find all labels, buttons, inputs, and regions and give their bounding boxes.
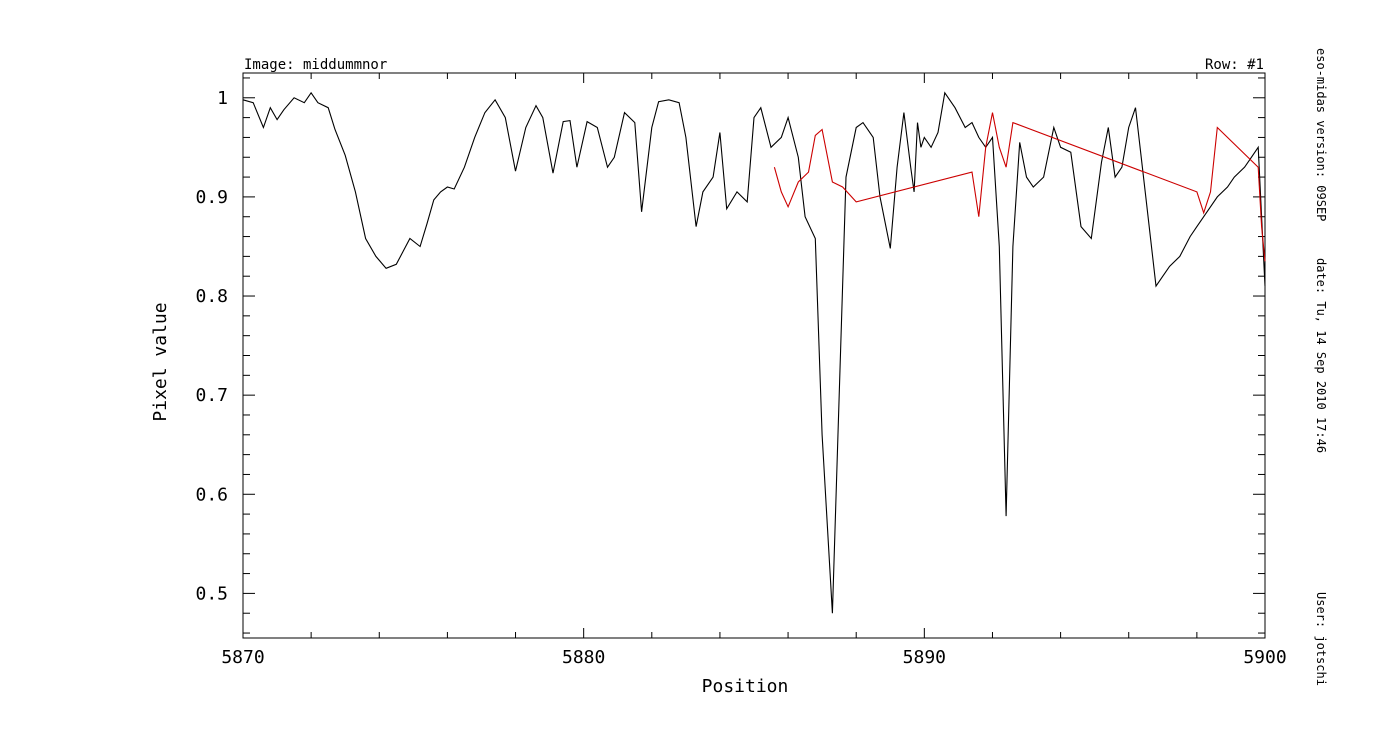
midas-version-label: eso-midas version: 09SEP — [1314, 48, 1328, 222]
y-tick-label: 1 — [217, 88, 228, 109]
x-tick-label: 5900 — [1243, 647, 1286, 668]
plot-frame — [242, 72, 1266, 639]
y-tick-label: 0.8 — [195, 286, 228, 307]
x-tick-label: 5890 — [903, 647, 946, 668]
y-axis-tick-labels: 0.5 0.6 0.7 0.8 0.9 1 — [195, 88, 228, 605]
y-axis-label: Pixel value — [150, 302, 171, 421]
x-axis-tick-labels: 5870 5880 5890 5900 — [221, 647, 1286, 668]
x-tick-label: 5870 — [221, 647, 264, 668]
y-tick-label: 0.6 — [195, 484, 228, 505]
y-tick-label: 0.5 — [195, 583, 228, 604]
y-axis-ticks — [243, 77, 1265, 634]
x-tick-label: 5880 — [562, 647, 605, 668]
y-tick-label: 0.7 — [195, 385, 228, 406]
row-label: Row: #1 — [1205, 57, 1264, 73]
plot-date-label: date: Tu, 14 Sep 2010 17:46 — [1314, 258, 1328, 454]
image-label: Image: middummnor — [244, 57, 387, 73]
x-axis-label: Position — [702, 676, 789, 697]
y-tick-label: 0.9 — [195, 187, 228, 208]
primary-series-line — [242, 91, 1266, 614]
user-label: User: jotschi — [1314, 592, 1328, 686]
secondary-series-line — [773, 112, 1266, 262]
x-axis-ticks — [242, 73, 1266, 638]
plot-area — [242, 91, 1266, 614]
